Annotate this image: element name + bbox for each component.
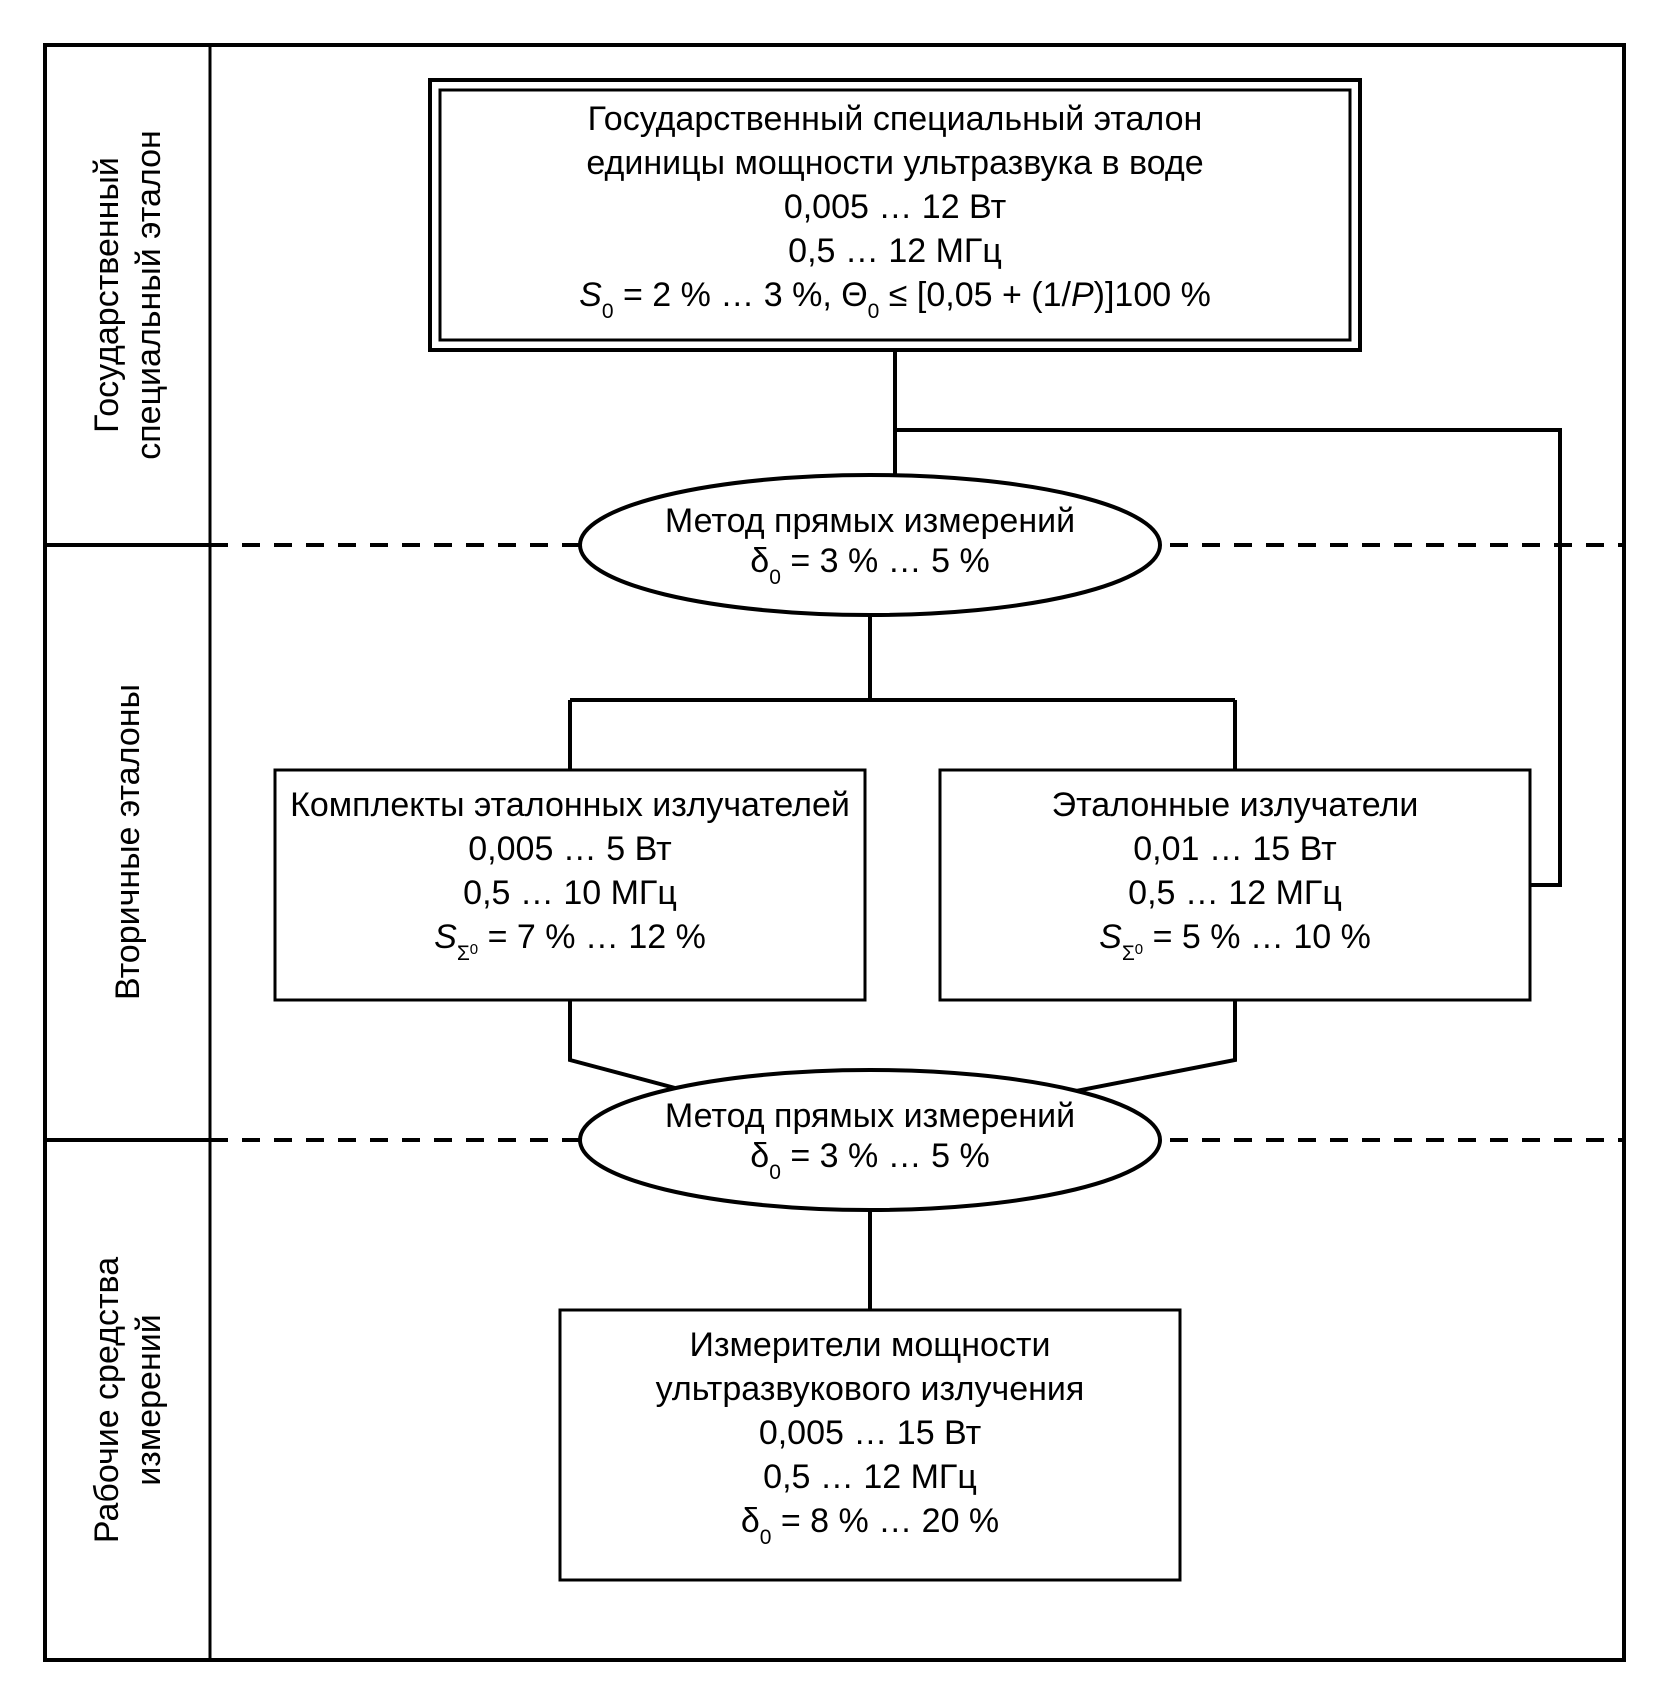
svg-text:0,5 … 10 МГц: 0,5 … 10 МГц [463,874,677,912]
svg-text:специальный эталон: специальный эталон [130,130,168,460]
svg-text:0,5 … 12 МГц: 0,5 … 12 МГц [1128,874,1342,912]
svg-text:0,5 … 12 МГц: 0,5 … 12 МГц [788,232,1002,270]
svg-text:Государственный: Государственный [88,157,126,433]
svg-text:Метод прямых измерений: Метод прямых измерений [665,502,1075,540]
svg-text:ультразвукового излучения: ультразвукового излучения [656,1370,1085,1408]
svg-text:Комплекты эталонных излучателе: Комплекты эталонных излучателей [290,786,850,824]
svg-text:0,005 … 15 Вт: 0,005 … 15 Вт [759,1414,981,1452]
svg-text:0,005 … 12 Вт: 0,005 … 12 Вт [784,188,1006,226]
svg-text:измерений: измерений [130,1314,168,1485]
svg-text:единицы мощности ультразвука в: единицы мощности ультразвука в воде [586,144,1203,182]
svg-text:0,5 … 12 МГц: 0,5 … 12 МГц [763,1458,977,1496]
svg-text:Государственный специальный эт: Государственный специальный эталон [588,100,1203,138]
svg-text:Рабочие средства: Рабочие средства [88,1257,126,1543]
svg-text:Эталонные излучатели: Эталонные излучатели [1052,786,1419,824]
svg-text:Метод прямых измерений: Метод прямых измерений [665,1097,1075,1135]
svg-text:0,005 … 5 Вт: 0,005 … 5 Вт [468,830,671,868]
svg-text:Измерители мощности: Измерители мощности [690,1326,1051,1364]
svg-text:0,01 … 15 Вт: 0,01 … 15 Вт [1133,830,1336,868]
svg-text:Вторичные эталоны: Вторичные эталоны [109,684,147,1000]
